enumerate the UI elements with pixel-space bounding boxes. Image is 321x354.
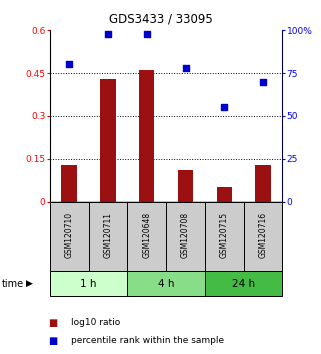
- Point: [183, 65, 188, 71]
- Text: log10 ratio: log10 ratio: [71, 318, 120, 327]
- Bar: [127, 271, 205, 296]
- Text: GSM120711: GSM120711: [103, 212, 112, 258]
- Point: [105, 31, 110, 36]
- Bar: [100, 79, 116, 202]
- Text: GSM120648: GSM120648: [142, 212, 151, 258]
- Bar: [205, 271, 282, 296]
- Text: 4 h: 4 h: [158, 279, 174, 289]
- Text: ▶: ▶: [26, 279, 33, 288]
- Text: ■: ■: [48, 336, 57, 346]
- Bar: [61, 165, 77, 202]
- Text: time: time: [2, 279, 24, 289]
- Bar: [127, 202, 166, 271]
- Text: 24 h: 24 h: [232, 279, 255, 289]
- Text: GSM120716: GSM120716: [259, 212, 268, 258]
- Bar: [217, 188, 232, 202]
- Point: [261, 79, 266, 84]
- Point: [66, 62, 72, 67]
- Bar: [166, 202, 205, 271]
- Bar: [50, 202, 89, 271]
- Bar: [178, 170, 193, 202]
- Text: GSM120710: GSM120710: [65, 212, 74, 258]
- Text: GSM120715: GSM120715: [220, 212, 229, 258]
- Bar: [205, 202, 244, 271]
- Text: GSM120708: GSM120708: [181, 212, 190, 258]
- Bar: [89, 202, 127, 271]
- Text: 1 h: 1 h: [80, 279, 97, 289]
- Point: [222, 104, 227, 110]
- Point: [144, 31, 149, 36]
- Bar: [50, 271, 127, 296]
- Text: GDS3433 / 33095: GDS3433 / 33095: [108, 12, 213, 25]
- Bar: [244, 202, 282, 271]
- Bar: [255, 165, 271, 202]
- Text: percentile rank within the sample: percentile rank within the sample: [71, 336, 224, 345]
- Text: ■: ■: [48, 318, 57, 328]
- Bar: [139, 70, 154, 202]
